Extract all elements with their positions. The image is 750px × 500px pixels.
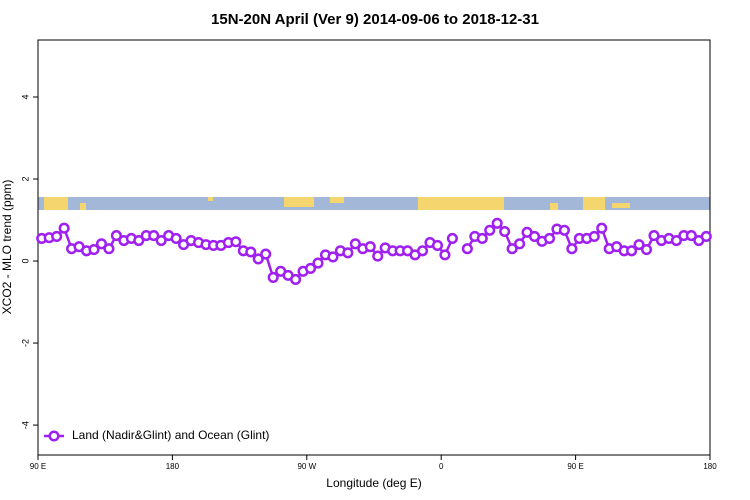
data-point — [499, 225, 511, 238]
data-point — [349, 238, 361, 250]
y-tick-label: 4 — [20, 94, 30, 99]
y-tick-label: -2 — [20, 339, 30, 347]
data-point — [566, 243, 578, 255]
data-point — [342, 247, 354, 259]
plot-frame — [37, 39, 711, 456]
x-tick-label: 90 E — [30, 462, 46, 471]
data-point — [327, 251, 339, 263]
data-point — [364, 241, 376, 253]
x-tick-label: 90 E — [567, 462, 583, 471]
data-point — [588, 230, 600, 242]
data-point — [58, 222, 70, 234]
x-tick-label: 90 W — [297, 462, 316, 471]
x-tick-label: 0 — [439, 462, 444, 471]
map-strip — [38, 197, 710, 210]
data-point — [245, 246, 257, 258]
data-point — [439, 249, 451, 261]
data-point — [230, 236, 242, 248]
data-point — [640, 244, 653, 256]
data-point — [260, 248, 272, 260]
data-point — [670, 234, 682, 247]
data-point — [51, 230, 63, 242]
y-tick-label: 2 — [20, 177, 30, 182]
data-point — [528, 230, 541, 242]
x-axis-label: Longitude (deg E) — [326, 476, 421, 490]
data-point — [170, 232, 182, 245]
data-point — [626, 245, 638, 257]
data-point — [155, 234, 167, 247]
data-point — [267, 271, 279, 283]
x-tick-label: 180 — [166, 462, 180, 471]
data-point — [304, 262, 317, 274]
data-point — [685, 230, 697, 242]
y-tick-label: 0 — [20, 259, 30, 264]
y-axis-label: XCO2 - MLO trend (ppm) — [0, 180, 14, 315]
data-point — [88, 244, 100, 256]
data-point — [148, 230, 160, 242]
data-point — [491, 217, 503, 229]
data-point — [372, 250, 384, 262]
data-point — [633, 239, 645, 251]
data-point — [416, 245, 429, 257]
x-tick-label: 180 — [703, 462, 717, 471]
data-point — [312, 257, 324, 269]
data-point — [543, 232, 556, 245]
data-point — [431, 239, 444, 251]
data-point — [648, 230, 660, 242]
data-point — [514, 238, 526, 250]
chart-title: 15N-20N April (Ver 9) 2014-09-06 to 2018… — [211, 11, 539, 28]
data-point — [133, 234, 145, 247]
data-point — [596, 222, 608, 234]
data-point — [461, 243, 473, 255]
data-point — [700, 230, 712, 242]
data-point — [290, 273, 302, 286]
legend-label: Land (Nadir&Glint) and Ocean (Glint) — [72, 428, 269, 442]
data-point — [446, 232, 458, 245]
legend-marker — [48, 430, 60, 442]
data-point — [252, 253, 264, 265]
data-point — [476, 232, 488, 245]
data-point — [95, 238, 108, 250]
y-tick-label: -4 — [20, 421, 30, 429]
data-point — [103, 243, 115, 255]
data-point — [506, 243, 518, 255]
data-point — [484, 224, 496, 236]
data-point — [110, 230, 122, 242]
data-point — [558, 224, 570, 236]
